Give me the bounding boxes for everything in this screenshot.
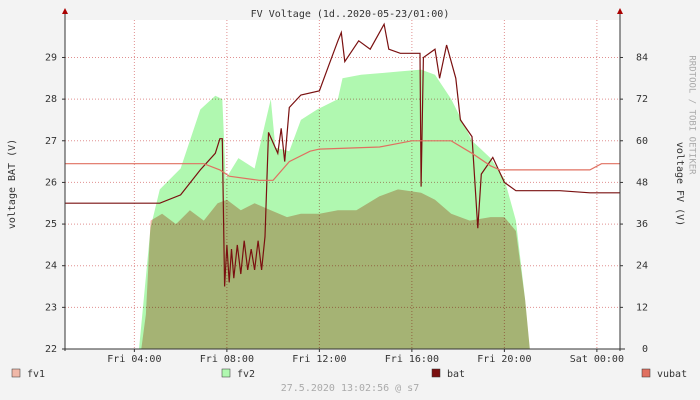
x-tick-label: Fri 12:00 xyxy=(292,354,346,365)
legend-swatch xyxy=(431,368,441,378)
x-tick-label: Fri 08:00 xyxy=(200,354,254,365)
legend-swatch xyxy=(221,368,231,378)
y-tick-label: 28 xyxy=(45,94,57,105)
x-tick-label: Sat 00:00 xyxy=(570,354,624,365)
y2-tick-label: 36 xyxy=(636,219,648,230)
legend-label: vubat xyxy=(657,369,687,380)
y-tick-label: 22 xyxy=(45,344,57,355)
arrow xyxy=(617,8,623,14)
y2-tick-label: 60 xyxy=(636,136,648,147)
y-tick-label: 25 xyxy=(45,219,57,230)
y-axis-label: voltage BAT (V) xyxy=(7,139,18,229)
legend-swatch xyxy=(11,368,21,378)
line xyxy=(65,140,620,181)
y-tick-label: 27 xyxy=(45,136,57,147)
y2-tick-label: 0 xyxy=(642,344,648,355)
side-note: RRDTOOL / TOBI OETIKER xyxy=(687,55,697,175)
legend-label: fv2 xyxy=(237,369,255,380)
legend-label: fv1 xyxy=(27,369,45,380)
arrow xyxy=(62,8,68,14)
y-tick-label: 29 xyxy=(45,52,57,63)
x-tick-label: Fri 04:00 xyxy=(107,354,161,365)
y2-tick-label: 72 xyxy=(636,94,648,105)
y2-tick-label: 12 xyxy=(636,302,648,313)
y2-axis-label: voltage FV (V) xyxy=(674,142,685,226)
chart-title: FV Voltage (1d..2020-05-23/01:00) xyxy=(251,9,450,20)
footer: 27.5.2020 13:02:56 @ s7 xyxy=(281,383,419,394)
y-tick-label: 23 xyxy=(45,302,57,313)
area xyxy=(65,69,620,349)
y-tick-label: 24 xyxy=(45,261,57,272)
x-tick-label: Fri 16:00 xyxy=(385,354,439,365)
y-tick-label: 26 xyxy=(45,177,57,188)
legend-swatch xyxy=(641,368,651,378)
x-tick-label: Fri 20:00 xyxy=(477,354,531,365)
line xyxy=(65,22,620,287)
y2-tick-label: 48 xyxy=(636,177,648,188)
y2-tick-label: 84 xyxy=(636,52,648,63)
legend-label: bat xyxy=(447,369,465,380)
y2-tick-label: 24 xyxy=(636,261,648,272)
